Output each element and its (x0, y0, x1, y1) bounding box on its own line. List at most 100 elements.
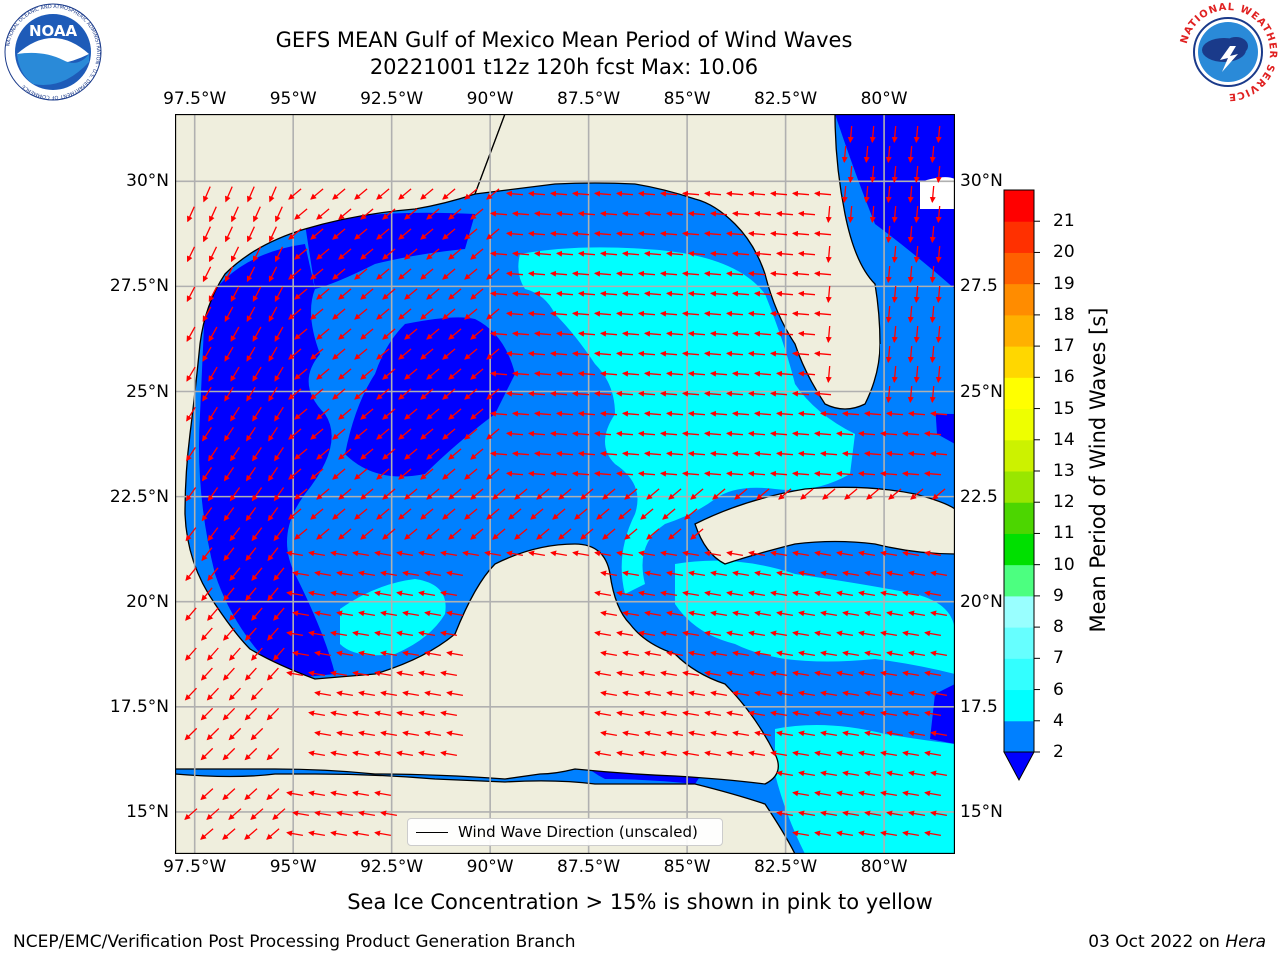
direction-arrow (638, 710, 656, 717)
direction-arrow (486, 188, 500, 200)
direction-arrow (448, 488, 462, 500)
colorbar-tick-label: 20 (1053, 242, 1075, 263)
noaa-logo-icon: NOAA NATIONAL OCEANIC AND ATMOSPHERIC AD… (4, 3, 102, 101)
direction-arrow (424, 690, 442, 697)
direction-arrow (376, 348, 390, 360)
direction-arrow (202, 306, 212, 322)
longitude-tick-label: 97.5°W (163, 857, 227, 877)
direction-arrow (398, 308, 412, 320)
direction-arrow (594, 470, 612, 477)
direction-arrow (863, 145, 870, 163)
direction-arrow (594, 670, 612, 677)
direction-arrow (886, 650, 904, 657)
direction-arrow (660, 430, 678, 437)
direction-arrow (374, 670, 392, 677)
direction-arrow (534, 210, 552, 217)
direction-arrow (732, 570, 750, 577)
direction-arrow (486, 308, 500, 320)
direction-arrow (616, 230, 634, 237)
direction-arrow (426, 528, 440, 540)
direction-arrow (578, 290, 596, 297)
direction-arrow (726, 670, 744, 677)
direction-arrow (185, 487, 197, 502)
direction-arrow (644, 610, 662, 617)
direction-arrow (223, 627, 235, 641)
direction-arrow (230, 366, 240, 382)
direction-arrow (251, 567, 263, 581)
direction-arrow (338, 528, 352, 540)
direction-arrow (332, 348, 346, 360)
direction-arrow (902, 790, 920, 797)
direction-arrow (578, 250, 596, 257)
footer-credit: NCEP/EMC/Verification Post Processing Pr… (13, 932, 576, 952)
direction-arrow (580, 488, 594, 500)
direction-arrow (267, 467, 279, 482)
direction-arrow (754, 450, 772, 457)
footer-date-text: 03 Oct 2022 on (1088, 932, 1226, 952)
direction-arrow (268, 426, 278, 442)
direction-arrow (820, 730, 838, 737)
direction-arrow (660, 270, 678, 277)
direction-arrow (398, 468, 412, 480)
direction-arrow (252, 406, 262, 422)
direction-arrow (250, 808, 264, 820)
direction-arrow (274, 366, 284, 382)
direction-arrow (770, 350, 788, 357)
direction-arrow (710, 290, 728, 297)
direction-arrow (704, 670, 722, 677)
direction-arrow (440, 670, 458, 677)
longitude-tick-label: 85°W (663, 857, 711, 877)
direction-arrow (908, 610, 926, 617)
direction-arrow (726, 270, 744, 277)
direction-arrow (913, 365, 920, 383)
direction-arrow (273, 527, 285, 542)
direction-arrow (776, 770, 794, 777)
map-title: GEFS MEAN Gulf of Mexico Mean Period of … (275, 28, 853, 52)
direction-arrow (308, 550, 326, 557)
direction-arrow (314, 810, 332, 817)
direction-arrow (792, 390, 810, 397)
direction-arrow (666, 450, 684, 457)
latitude-tick-label: 20°N (126, 591, 169, 612)
direction-arrow (578, 410, 596, 417)
direction-arrow (310, 468, 324, 480)
direction-arrow (616, 590, 634, 597)
direction-arrow (820, 770, 838, 777)
latitude-tick-label: 27.5 (960, 276, 998, 297)
direction-arrow (622, 330, 640, 337)
direction-arrow (910, 488, 924, 500)
direction-arrow (930, 690, 948, 697)
direction-arrow (440, 710, 458, 717)
direction-arrow (600, 410, 618, 417)
direction-arrow (314, 610, 332, 617)
direction-arrow (446, 730, 464, 737)
direction-arrow (580, 528, 594, 540)
direction-arrow (778, 488, 792, 500)
direction-arrow (902, 550, 920, 557)
direction-arrow (682, 590, 700, 597)
direction-arrow (245, 627, 257, 641)
direction-arrow (442, 388, 456, 400)
direction-arrow (402, 570, 420, 577)
direction-arrow (246, 226, 255, 243)
colorbar-bin (1004, 471, 1034, 503)
direction-arrow (426, 488, 440, 500)
direction-arrow (908, 730, 926, 737)
direction-arrow (836, 430, 854, 437)
direction-arrow (252, 366, 262, 382)
direction-arrow (836, 670, 854, 677)
direction-arrow (528, 270, 546, 277)
direction-arrow (360, 408, 374, 420)
direction-arrow (556, 210, 574, 217)
direction-arrow (726, 590, 744, 597)
direction-arrow (424, 730, 442, 737)
direction-arrow (251, 607, 263, 621)
direction-arrow (490, 370, 508, 377)
direction-arrow (864, 450, 882, 457)
direction-arrow (200, 747, 214, 761)
direction-arrow (618, 508, 632, 520)
direction-arrow (440, 550, 458, 557)
direction-arrow (776, 730, 794, 737)
direction-arrow (528, 550, 546, 557)
direction-arrow (490, 410, 508, 417)
